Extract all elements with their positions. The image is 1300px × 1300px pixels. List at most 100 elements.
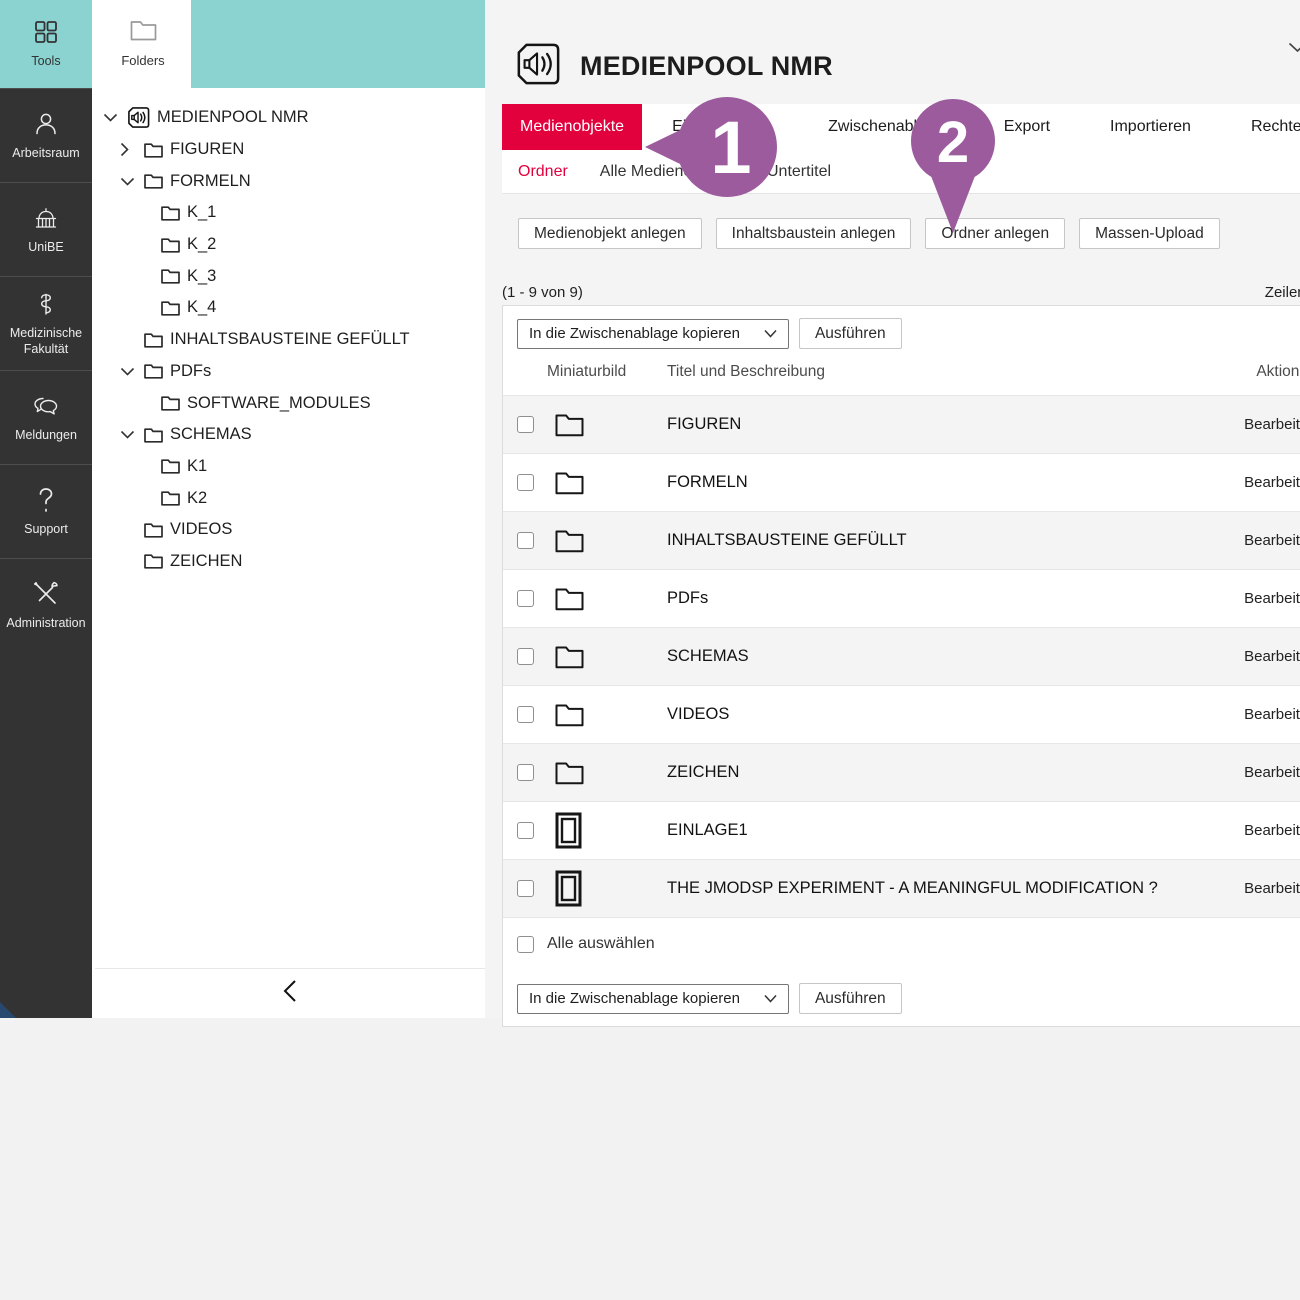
- tree-item-label: ZEICHEN: [170, 551, 243, 570]
- rows-per-page-control[interactable]: Zeilen: [1265, 284, 1300, 301]
- chevron-right-icon[interactable]: [120, 142, 144, 157]
- tree-item-medienpool-nmr[interactable]: MEDIENPOOL NMR: [95, 102, 485, 134]
- row-checkbox[interactable]: [517, 822, 534, 839]
- column-header-title: Titel und Beschreibung: [667, 363, 825, 380]
- mediapool-icon: [515, 41, 561, 92]
- table-row: FIGUREN Bearbeiten: [503, 395, 1300, 453]
- bulk-action-select[interactable]: In die Zwischenablage kopieren: [517, 983, 789, 1014]
- rail-item-medizinische-fakult-t[interactable]: Medizinische Fakultät: [0, 276, 92, 370]
- tree-item-software-modules[interactable]: SOFTWARE_MODULES: [95, 387, 485, 419]
- row-edit-link[interactable]: Bearbeiten: [1244, 706, 1300, 723]
- tree-item-k1[interactable]: K1: [95, 451, 485, 483]
- subtab-untertitel[interactable]: Untertitel: [751, 163, 847, 181]
- inhaltsbaustein-anlegen-button[interactable]: Inhaltsbaustein anlegen: [715, 218, 912, 249]
- tree-item-k-2[interactable]: K_2: [95, 229, 485, 261]
- row-edit-link[interactable]: Bearbeiten: [1244, 822, 1300, 839]
- tree-item-label: K_4: [187, 298, 217, 317]
- rail-item-arbeitsraum[interactable]: Arbeitsraum: [0, 88, 92, 182]
- chevron-left-icon[interactable]: [283, 979, 297, 1008]
- row-title: FORMELN: [667, 473, 748, 491]
- tab-bar: Medienobjekte Einstellungen Zwischenabla…: [502, 104, 1300, 150]
- tree-item-formeln[interactable]: FORMELN: [95, 165, 485, 197]
- table-row: EINLAGE1 Bearbeiten: [503, 801, 1300, 859]
- subtab-ordner[interactable]: Ordner: [502, 163, 584, 181]
- tree-item-k-3[interactable]: K_3: [95, 260, 485, 292]
- row-edit-link[interactable]: Bearbeiten: [1244, 416, 1300, 433]
- chevron-down-icon: [764, 325, 777, 342]
- chevron-down-icon[interactable]: [103, 113, 127, 122]
- row-checkbox[interactable]: [517, 416, 534, 433]
- row-checkbox[interactable]: [517, 880, 534, 897]
- tree-item-schemas[interactable]: SCHEMAS: [95, 419, 485, 451]
- row-edit-link[interactable]: Bearbeiten: [1244, 474, 1300, 491]
- tree-item-label: K_3: [187, 266, 217, 285]
- tree-item-zeichen[interactable]: ZEICHEN: [95, 546, 485, 578]
- row-checkbox[interactable]: [517, 590, 534, 607]
- tree-item-pdfs[interactable]: PDFs: [95, 356, 485, 388]
- caduceus-icon: [33, 290, 59, 318]
- mediapool-icon: [127, 106, 150, 129]
- bulk-action-select[interactable]: In die Zwischenablage kopieren: [517, 318, 789, 349]
- column-header-thumbnail: Miniaturbild: [547, 363, 627, 380]
- rail-item-meldungen[interactable]: Meldungen: [0, 370, 92, 464]
- bulk-action-selected-value: In die Zwischenablage kopieren: [529, 990, 740, 1007]
- annotation-marker-2: 2: [911, 99, 995, 233]
- tree-item-inhaltsbausteine-gef-llt[interactable]: INHALTSBAUSTEINE GEFÜLLT: [95, 324, 485, 356]
- select-all-checkbox[interactable]: [517, 935, 534, 953]
- rail-item-tools[interactable]: Tools: [0, 0, 92, 88]
- rail-item-unibe[interactable]: UniBE: [0, 182, 92, 276]
- medienobjekt-anlegen-button[interactable]: Medienobjekt anlegen: [518, 218, 702, 249]
- tree-item-k2[interactable]: K2: [95, 482, 485, 514]
- university-icon: [33, 204, 59, 232]
- tab-label: Medienobjekte: [520, 118, 625, 135]
- tree-item-k-4[interactable]: K_4: [95, 292, 485, 324]
- chevron-down-icon[interactable]: [120, 430, 144, 439]
- folder-icon: [144, 553, 163, 570]
- rail-item-support[interactable]: Support: [0, 464, 92, 558]
- chevron-down-icon[interactable]: [120, 367, 144, 376]
- chevron-down-icon: [764, 990, 777, 1007]
- tab-medienobjekte[interactable]: Medienobjekte: [502, 104, 643, 150]
- folder-icon: [161, 395, 180, 411]
- folder-icon: [144, 522, 163, 538]
- row-checkbox[interactable]: [517, 648, 534, 665]
- tree-item-k-1[interactable]: K_1: [95, 197, 485, 229]
- tree-collapse-bar: [95, 968, 485, 1018]
- row-edit-link[interactable]: Bearbeiten: [1244, 532, 1300, 549]
- tree-item-label: PDFs: [170, 361, 212, 380]
- row-edit-link[interactable]: Bearbeiten: [1244, 648, 1300, 665]
- folder-icon: [161, 268, 180, 284]
- tab-export[interactable]: Export: [974, 104, 1080, 150]
- execute-button[interactable]: Ausführen: [798, 983, 902, 1014]
- chevron-down-icon[interactable]: [1288, 40, 1300, 58]
- action-buttons-row: Medienobjekt anlegen Inhaltsbaustein anle…: [518, 218, 1300, 249]
- row-checkbox[interactable]: [517, 764, 534, 781]
- rail-item-label: Arbeitsraum: [12, 145, 80, 160]
- row-checkbox[interactable]: [517, 532, 534, 549]
- grid-icon: [33, 18, 59, 46]
- folder-icon: [144, 142, 163, 158]
- row-title: ZEICHEN: [667, 763, 740, 781]
- tree-item-videos[interactable]: VIDEOS: [95, 514, 485, 546]
- execute-button[interactable]: Ausführen: [798, 318, 902, 349]
- tab-importieren[interactable]: Importieren: [1080, 104, 1221, 150]
- rail-item-administration[interactable]: Administration: [0, 558, 92, 652]
- folder-icon: [144, 173, 163, 189]
- ordner-anlegen-button[interactable]: Ordner anlegen: [925, 218, 1066, 249]
- tree-item-label: FIGUREN: [170, 140, 245, 159]
- subtab-bar: Ordner Alle Medienobjekte Untertitel: [502, 150, 1300, 194]
- tab-folders-label: Folders: [121, 53, 165, 68]
- row-edit-link[interactable]: Bearbeiten: [1244, 880, 1300, 897]
- massen-upload-button[interactable]: Massen-Upload: [1079, 218, 1220, 249]
- tree-item-figuren[interactable]: FIGUREN: [95, 134, 485, 166]
- row-edit-link[interactable]: Bearbeiten: [1244, 590, 1300, 607]
- row-checkbox[interactable]: [517, 706, 534, 723]
- chevron-down-icon[interactable]: [120, 177, 144, 186]
- folders-panel: Folders MEDIENPOOL NMR FIGUREN FORMELN K…: [92, 0, 485, 1018]
- page-header: MEDIENPOOL NMR: [502, 0, 1300, 104]
- tree-item-label: K2: [187, 488, 208, 507]
- row-edit-link[interactable]: Bearbeiten: [1244, 764, 1300, 781]
- tab-rechte[interactable]: Rechte: [1221, 104, 1300, 150]
- tab-folders[interactable]: Folders: [95, 0, 191, 88]
- row-checkbox[interactable]: [517, 474, 534, 491]
